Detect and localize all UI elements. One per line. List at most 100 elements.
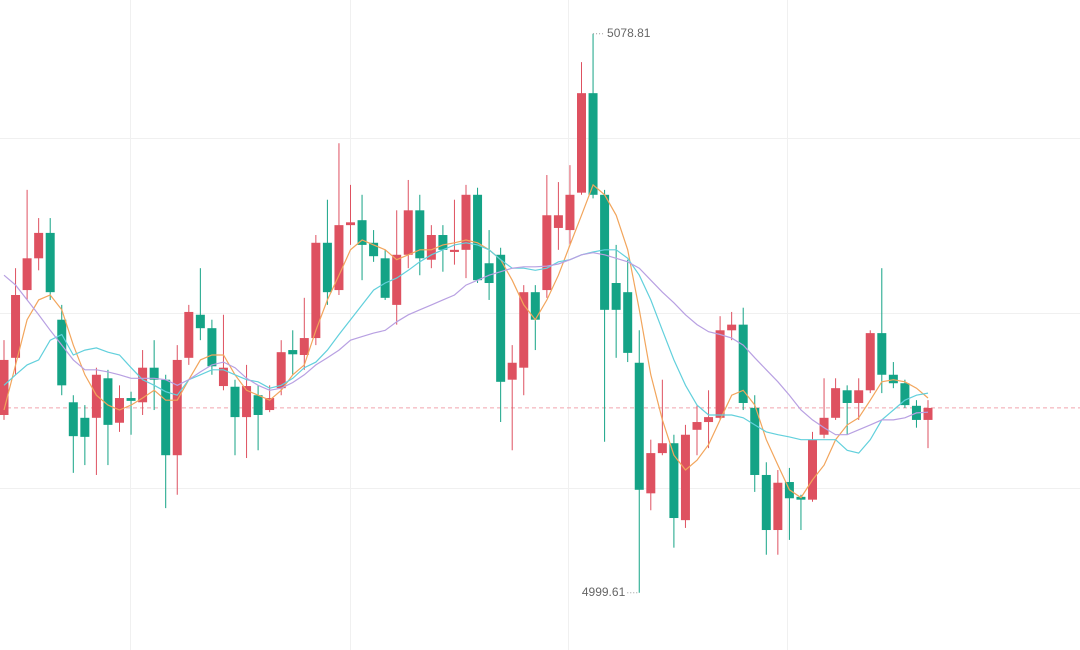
candle [727, 311, 737, 341]
candle [542, 175, 552, 298]
candle [865, 330, 875, 394]
candle-body [484, 263, 494, 284]
candle-body [542, 215, 552, 291]
candle [588, 33, 598, 199]
candle [634, 330, 644, 593]
candle [34, 218, 44, 271]
candle-body [403, 210, 413, 255]
candle-body [865, 333, 875, 391]
candle-body [473, 194, 483, 281]
candle [184, 304, 194, 365]
candle [473, 187, 483, 284]
candle [22, 189, 32, 300]
candle-body [103, 378, 113, 425]
candle-body [380, 258, 390, 298]
candle [692, 405, 702, 456]
candle-body [426, 235, 436, 260]
candle-body [172, 359, 182, 456]
candle [380, 249, 390, 300]
candle [403, 179, 413, 269]
min-label: 4999.61 [582, 585, 626, 599]
candle [218, 314, 228, 391]
candle [461, 184, 471, 279]
candle-body [496, 254, 506, 382]
candle [426, 225, 436, 269]
candle [507, 345, 517, 451]
candle-body [45, 232, 55, 293]
candle [357, 194, 367, 281]
candle-body [923, 407, 933, 420]
candle-body [230, 386, 240, 418]
candle [438, 225, 448, 272]
candle-body [842, 390, 852, 403]
candle-body [611, 283, 621, 310]
candle-body [57, 319, 67, 386]
candle [600, 189, 610, 442]
candle [496, 247, 506, 423]
candle-body [831, 388, 841, 418]
candle-body [657, 443, 667, 454]
candle-body [322, 242, 332, 293]
candle-body [242, 386, 252, 418]
candle [288, 330, 298, 375]
candle [704, 390, 714, 449]
candle [680, 424, 690, 528]
candle [553, 182, 563, 250]
candle [484, 230, 494, 300]
candle [761, 462, 771, 555]
vertical-grid [130, 0, 788, 650]
candle-body [265, 398, 275, 411]
candle [299, 297, 309, 370]
candle [565, 165, 575, 245]
candle-body [519, 292, 529, 368]
candle-body [646, 453, 656, 494]
candle [126, 391, 136, 435]
candle-body [888, 374, 898, 384]
candle-body [299, 338, 309, 355]
candle-body [819, 417, 829, 435]
candle [646, 439, 656, 511]
candle [276, 340, 286, 396]
candle-body [634, 362, 644, 490]
candle [623, 259, 633, 363]
candle [392, 210, 402, 325]
candle-body [623, 292, 633, 353]
candle [68, 395, 78, 473]
candle-body [761, 474, 771, 531]
candle [877, 268, 887, 394]
candle-body [34, 232, 44, 259]
candle-body [461, 194, 471, 250]
moving-average-line [3, 183, 929, 499]
candle [322, 199, 332, 305]
candle-body [854, 390, 864, 403]
candle-body [22, 258, 32, 291]
candle-body [692, 422, 702, 430]
candle-body [773, 482, 783, 531]
moving-average-line [3, 252, 929, 436]
candle-body [253, 395, 263, 415]
candle-body [346, 222, 355, 226]
candle [57, 304, 67, 396]
candle [172, 345, 182, 495]
candle [80, 405, 90, 466]
candle [923, 400, 933, 449]
candle [149, 340, 159, 411]
candle-body [276, 352, 286, 389]
candle-body [184, 311, 194, 358]
candle [842, 385, 852, 435]
candle [230, 379, 240, 456]
candle [91, 367, 101, 475]
candle [346, 184, 355, 245]
candle [750, 395, 760, 492]
candle [854, 378, 864, 420]
candle-body [195, 314, 205, 329]
candle-body [126, 398, 136, 401]
candle-body [727, 324, 737, 331]
candle-body [449, 249, 459, 252]
candle-body [530, 292, 540, 320]
candle-body [91, 374, 101, 418]
candle-body [669, 443, 679, 519]
candle [138, 350, 148, 415]
